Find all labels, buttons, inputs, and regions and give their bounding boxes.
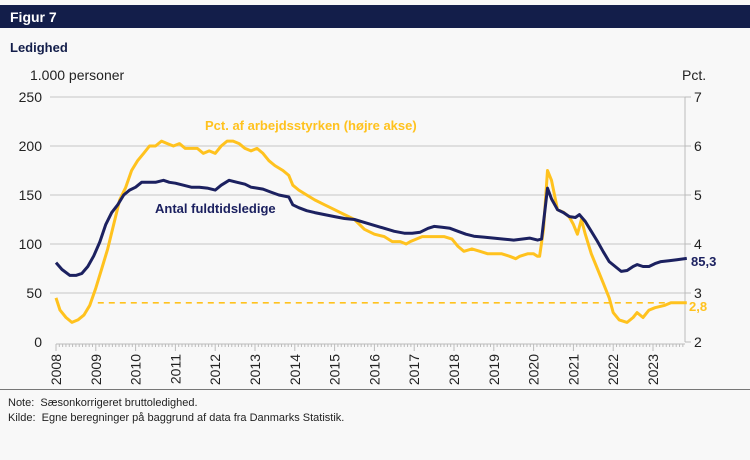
x-tick-label: 2014 xyxy=(287,354,303,385)
x-tick-label: 2011 xyxy=(167,354,183,384)
x-tick-label: 2021 xyxy=(565,354,581,385)
left-tick-label: 200 xyxy=(19,138,43,154)
series-line-pct xyxy=(54,139,687,324)
x-tick-label: 2019 xyxy=(486,354,502,385)
left-axis-unit: 1.000 personer xyxy=(30,67,125,83)
series-line-count xyxy=(54,178,687,277)
right-tick-label: 7 xyxy=(694,89,702,105)
x-tick-label: 2015 xyxy=(327,354,343,385)
right-tick-label: 6 xyxy=(694,138,702,154)
x-tick-label: 2022 xyxy=(605,354,621,385)
source-line: Kilde: Egne beregninger på baggrund af d… xyxy=(8,412,345,424)
chart: 0 50 100 150 200 250 2 3 4 5 6 7 2008 2009 2010 2011 201… xyxy=(19,67,717,385)
right-tick-label: 5 xyxy=(694,187,702,203)
x-tick-label: 2016 xyxy=(366,354,382,385)
note-line: Note: Sæsonkorrigeret bruttoledighed. xyxy=(8,397,198,409)
footnotes: Note: Sæsonkorrigeret bruttoledighed. Ki… xyxy=(8,396,344,426)
gridlines xyxy=(50,96,685,294)
x-tick-label: 2010 xyxy=(128,354,144,385)
right-tick-label: 4 xyxy=(694,236,702,252)
right-tick-label: 3 xyxy=(694,285,702,301)
left-tick-label: 0 xyxy=(34,334,42,350)
axes: 0 50 100 150 200 250 2 3 4 5 6 7 2008 2009 2010 2011 201… xyxy=(19,89,702,385)
figure-header: Figur 7 xyxy=(0,5,750,28)
series-lines xyxy=(54,139,687,324)
x-tick-label: 2018 xyxy=(446,354,462,385)
chart-title: Ledighed xyxy=(10,40,68,55)
right-axis-unit: Pct. xyxy=(682,67,706,83)
x-tick-label: 2020 xyxy=(526,354,542,385)
left-tick-label: 250 xyxy=(19,89,43,105)
x-tick-label: 2017 xyxy=(406,354,422,385)
right-tick-label: 2 xyxy=(694,334,702,350)
footer-divider xyxy=(0,389,750,390)
legend-label-count: Antal fuldtidsledige xyxy=(155,201,276,216)
x-tick-label: 2012 xyxy=(207,354,223,385)
end-label-count: 85,3 xyxy=(691,254,716,269)
x-tick-label: 2008 xyxy=(48,354,64,385)
x-tick-label: 2009 xyxy=(88,354,104,385)
left-tick-label: 50 xyxy=(26,285,42,301)
end-label-pct: 2,8 xyxy=(689,299,707,314)
x-tick-label: 2023 xyxy=(645,354,661,385)
x-tick-label: 2013 xyxy=(247,354,263,385)
figure-label: Figur 7 xyxy=(10,9,57,25)
left-tick-label: 100 xyxy=(19,236,43,252)
legend-label-pct: Pct. af arbejdsstyrken (højre akse) xyxy=(205,118,417,133)
left-tick-label: 150 xyxy=(19,187,43,203)
